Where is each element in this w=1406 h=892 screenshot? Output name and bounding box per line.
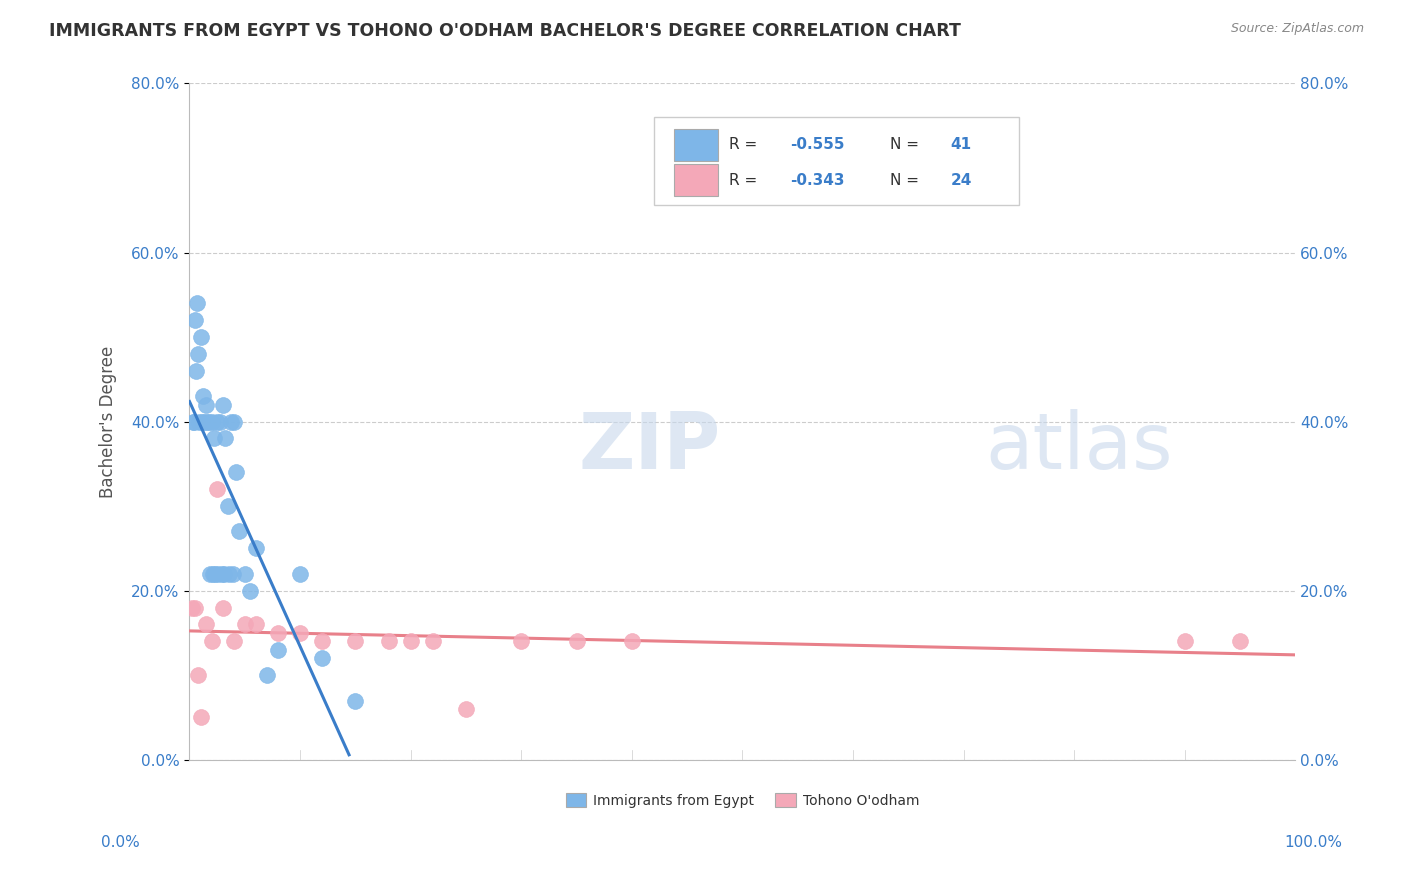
Point [1229, 634, 1251, 648]
Text: 41: 41 [950, 137, 972, 153]
Point [200, 566, 222, 581]
Text: Source: ZipAtlas.com: Source: ZipAtlas.com [1230, 22, 1364, 36]
Point [201, 566, 224, 581]
Point [186, 296, 208, 310]
Point [188, 415, 211, 429]
Point [200, 634, 222, 648]
Point [377, 634, 399, 648]
Point [181, 415, 204, 429]
Point [195, 415, 218, 429]
Point [233, 566, 256, 581]
Point [510, 634, 533, 648]
Point [184, 364, 207, 378]
Text: -0.343: -0.343 [790, 173, 845, 187]
Point [187, 347, 209, 361]
Point [221, 415, 243, 429]
Point [267, 642, 290, 657]
Point [191, 389, 214, 403]
Point [183, 415, 205, 429]
Point [195, 398, 218, 412]
Text: -0.555: -0.555 [790, 137, 845, 153]
FancyBboxPatch shape [673, 164, 718, 196]
Point [217, 499, 239, 513]
Point [211, 398, 233, 412]
Point [620, 634, 643, 648]
Text: N =: N = [890, 137, 924, 153]
Text: 100.0%: 100.0% [1285, 836, 1343, 850]
Point [1174, 634, 1197, 648]
Text: 24: 24 [950, 173, 972, 187]
Point [221, 566, 243, 581]
Point [193, 415, 215, 429]
Point [190, 415, 212, 429]
FancyBboxPatch shape [654, 117, 1019, 205]
Point [212, 566, 235, 581]
Point [190, 710, 212, 724]
Point [195, 617, 218, 632]
Point [222, 634, 245, 648]
Point [205, 482, 228, 496]
Legend: Immigrants from Egypt, Tohono O'odham: Immigrants from Egypt, Tohono O'odham [560, 788, 925, 814]
Point [344, 634, 367, 648]
Point [180, 600, 202, 615]
Point [222, 415, 245, 429]
Point [211, 600, 233, 615]
Point [211, 566, 233, 581]
Point [422, 634, 444, 648]
Point [184, 313, 207, 327]
Point [200, 415, 222, 429]
Point [225, 465, 247, 479]
Point [207, 566, 229, 581]
Point [239, 583, 262, 598]
Point [288, 626, 311, 640]
Point [454, 702, 477, 716]
Text: R =: R = [730, 137, 762, 153]
Point [399, 634, 422, 648]
Point [245, 617, 267, 632]
Point [256, 668, 278, 682]
Point [311, 651, 333, 665]
Point [198, 415, 221, 429]
Point [204, 566, 226, 581]
Text: ZIP: ZIP [578, 409, 720, 485]
Point [344, 693, 367, 707]
Text: R =: R = [730, 173, 762, 187]
Point [245, 541, 267, 556]
Point [288, 566, 311, 581]
Point [311, 634, 333, 648]
Point [202, 432, 225, 446]
Point [565, 634, 588, 648]
Point [218, 566, 240, 581]
Text: atlas: atlas [986, 409, 1173, 485]
Point [267, 626, 290, 640]
Text: 0.0%: 0.0% [101, 836, 141, 850]
Point [184, 600, 207, 615]
FancyBboxPatch shape [673, 128, 718, 161]
Point [205, 415, 228, 429]
Point [209, 415, 232, 429]
Point [214, 432, 236, 446]
Point [233, 617, 256, 632]
Point [190, 330, 212, 344]
Point [187, 668, 209, 682]
Text: IMMIGRANTS FROM EGYPT VS TOHONO O'ODHAM BACHELOR'S DEGREE CORRELATION CHART: IMMIGRANTS FROM EGYPT VS TOHONO O'ODHAM … [49, 22, 962, 40]
Point [228, 524, 250, 539]
Text: N =: N = [890, 173, 924, 187]
Y-axis label: Bachelor's Degree: Bachelor's Degree [100, 345, 117, 498]
